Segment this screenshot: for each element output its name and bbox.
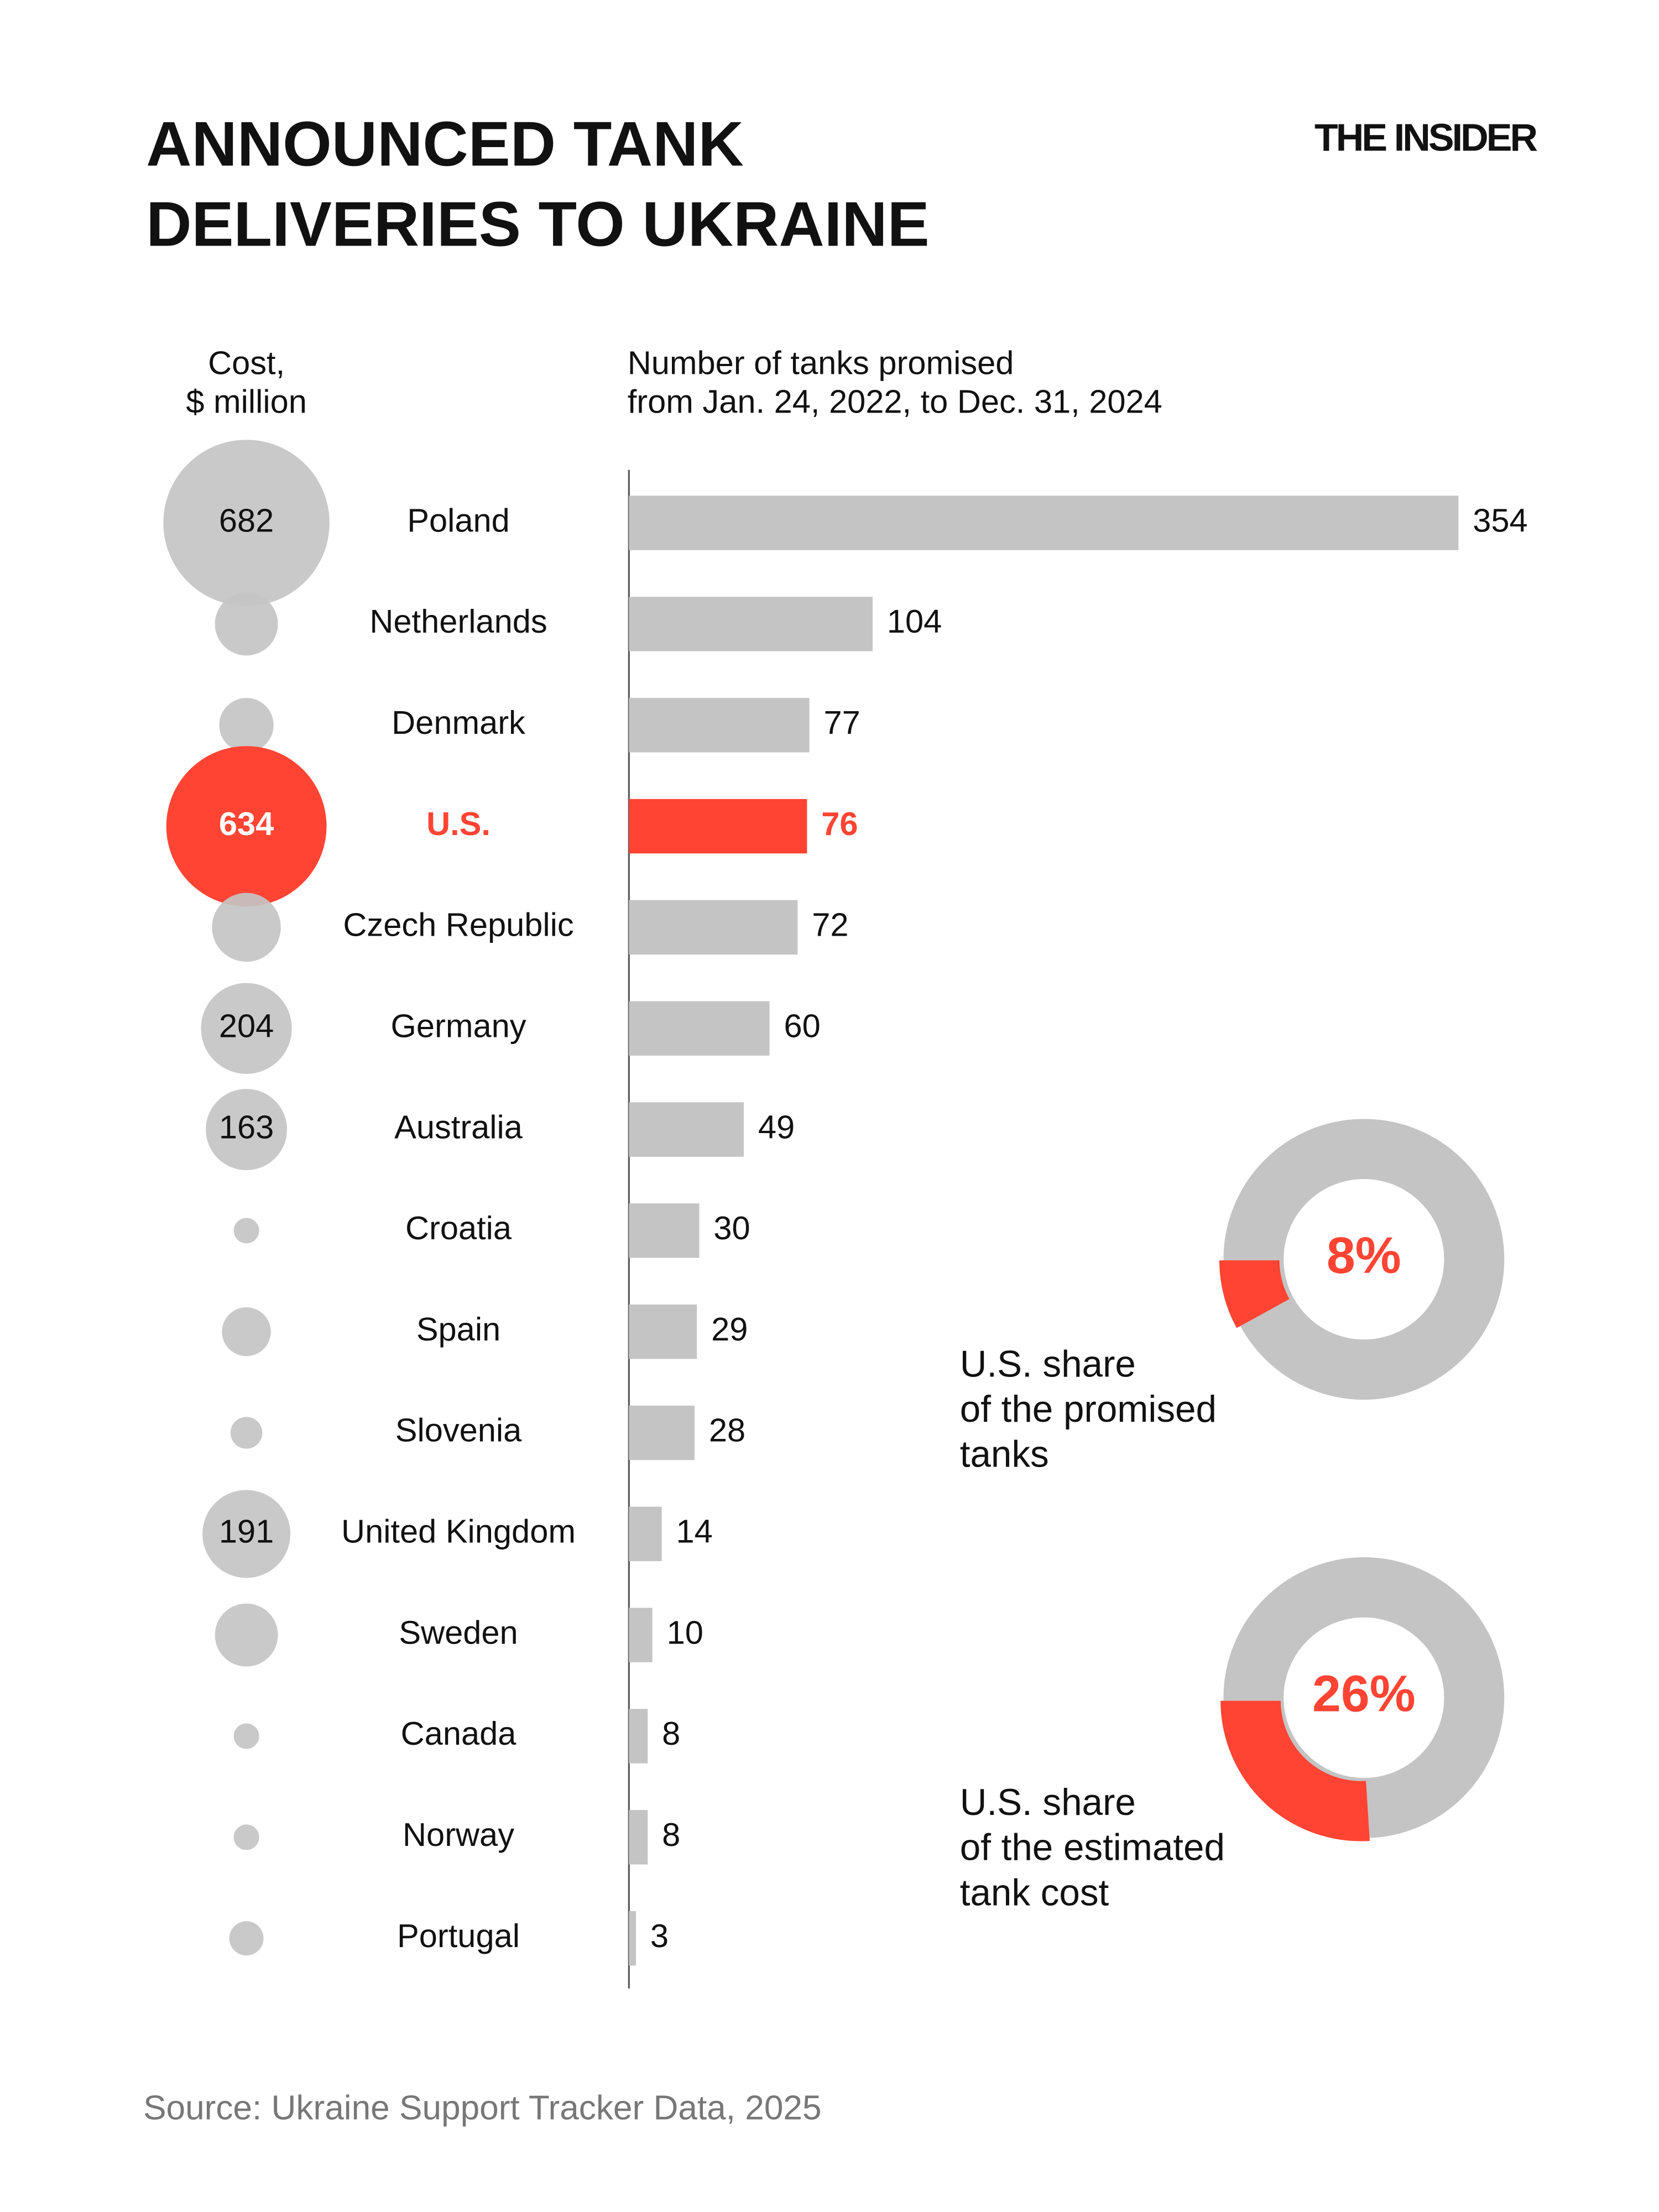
bar xyxy=(629,1304,697,1359)
value-label: 10 xyxy=(667,1614,703,1651)
bubble-label: 204 xyxy=(219,1007,274,1044)
category-label: Australia xyxy=(394,1108,523,1145)
category-label: Croatia xyxy=(405,1209,512,1246)
donut-caption: of the estimated xyxy=(960,1827,1225,1869)
donut-segment xyxy=(1219,1260,1290,1328)
bar xyxy=(629,1102,744,1157)
category-label: Portugal xyxy=(397,1917,520,1954)
category-label: Spain xyxy=(416,1311,500,1348)
cost-bubble xyxy=(166,746,327,906)
donut-caption: tank cost xyxy=(960,1872,1109,1913)
bar xyxy=(629,900,798,955)
bar xyxy=(629,698,810,753)
cost-bubble xyxy=(163,440,330,606)
value-label: 3 xyxy=(650,1917,669,1954)
bar xyxy=(629,1001,770,1056)
bar xyxy=(629,495,1459,550)
category-label: Denmark xyxy=(392,704,525,741)
bar xyxy=(629,1709,648,1764)
value-label: 14 xyxy=(676,1513,713,1550)
bubble-axis-title: $ million xyxy=(186,383,307,420)
value-label: 76 xyxy=(821,805,858,842)
donut-caption: tanks xyxy=(960,1434,1049,1475)
bar xyxy=(629,1911,637,1966)
cost-bubble xyxy=(206,1089,288,1170)
value-label: 49 xyxy=(758,1108,795,1145)
bar xyxy=(629,799,807,854)
source: Source: Ukraine Support Tracker Data, 20… xyxy=(143,2089,822,2127)
category-label: Czech Republic xyxy=(343,906,573,943)
category-label: United Kingdom xyxy=(341,1513,576,1550)
value-label: 354 xyxy=(1473,502,1527,539)
category-label: Sweden xyxy=(399,1614,518,1651)
cost-bubble xyxy=(215,1603,278,1667)
cost-bubble xyxy=(233,1723,259,1749)
title-line: ANNOUNCED TANK xyxy=(146,109,744,180)
cost-bubble xyxy=(230,1417,263,1449)
bubble-label: 682 xyxy=(219,502,274,539)
bubble-axis-title: Cost, xyxy=(208,344,285,381)
bar xyxy=(629,597,873,651)
cost-bubble xyxy=(229,1921,264,1956)
cost-bubble xyxy=(202,1490,291,1578)
donut-value-label: 8% xyxy=(1327,1227,1401,1284)
bar xyxy=(629,1506,662,1562)
cost-bubble xyxy=(233,1218,259,1244)
category-label: U.S. xyxy=(426,805,491,842)
cost-bubble xyxy=(233,1824,259,1850)
bar xyxy=(629,1405,695,1460)
bubble-label: 634 xyxy=(219,805,274,842)
x-axis-title: from Jan. 24, 2022, to Dec. 31, 2024 xyxy=(628,383,1162,420)
category-label: Netherlands xyxy=(369,603,547,640)
value-label: 8 xyxy=(662,1816,680,1853)
cost-bubble xyxy=(222,1307,271,1357)
value-label: 28 xyxy=(709,1412,745,1449)
bubble-label: 191 xyxy=(219,1513,274,1550)
value-label: 8 xyxy=(662,1715,680,1752)
donut-segment xyxy=(1220,1700,1370,1841)
value-label: 30 xyxy=(713,1209,750,1246)
x-axis-title: Number of tanks promised xyxy=(628,344,1014,381)
value-label: 29 xyxy=(711,1311,748,1348)
category-label: Canada xyxy=(401,1715,517,1752)
value-label: 72 xyxy=(812,906,848,943)
donut-value-label: 26% xyxy=(1312,1665,1416,1723)
value-label: 60 xyxy=(784,1007,820,1044)
cost-bubble xyxy=(215,592,278,656)
category-label: Germany xyxy=(391,1007,526,1044)
bubble-label: 163 xyxy=(219,1108,274,1145)
value-label: 77 xyxy=(823,704,860,741)
cost-bubble xyxy=(212,893,281,962)
bar xyxy=(629,1810,648,1865)
category-label: Poland xyxy=(407,502,510,539)
donut-ring xyxy=(1223,1119,1505,1400)
category-label: Slovenia xyxy=(395,1412,522,1449)
brand: THE INSIDER xyxy=(1314,116,1538,159)
donut-caption: U.S. share xyxy=(960,1782,1136,1823)
bar xyxy=(629,1608,653,1662)
category-label: Norway xyxy=(403,1816,514,1853)
cost-bubble xyxy=(219,698,274,753)
cost-bubble xyxy=(201,983,292,1074)
value-label: 104 xyxy=(887,603,942,640)
title-line: DELIVERIES TO UKRAINE xyxy=(146,190,929,260)
bar xyxy=(629,1203,700,1258)
donut-caption: of the promised xyxy=(960,1389,1217,1430)
donut-caption: U.S. share xyxy=(960,1343,1136,1385)
